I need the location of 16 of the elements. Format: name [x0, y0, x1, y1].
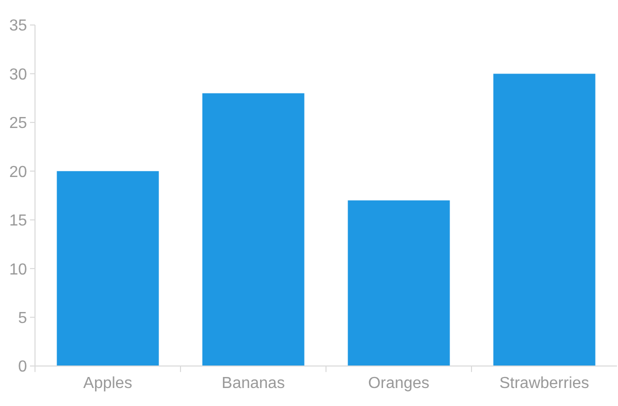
- bar: [56, 171, 159, 366]
- y-tick-label: 20: [9, 164, 28, 181]
- y-tick-label: 35: [9, 18, 28, 35]
- x-tick-label: Strawberries: [499, 375, 590, 392]
- x-tick-label: Apples: [83, 375, 132, 392]
- y-tick-label: 0: [18, 358, 28, 376]
- bar: [493, 74, 596, 366]
- y-tick-label: 15: [9, 212, 28, 230]
- bar: [202, 93, 304, 366]
- bar: [348, 200, 450, 366]
- y-tick-label: 10: [9, 261, 28, 278]
- x-tick-label: Oranges: [368, 375, 430, 392]
- y-tick-label: 5: [18, 310, 28, 327]
- y-tick-label: 30: [9, 66, 28, 84]
- y-tick-label: 25: [9, 115, 28, 132]
- x-tick-label: Bananas: [222, 375, 285, 392]
